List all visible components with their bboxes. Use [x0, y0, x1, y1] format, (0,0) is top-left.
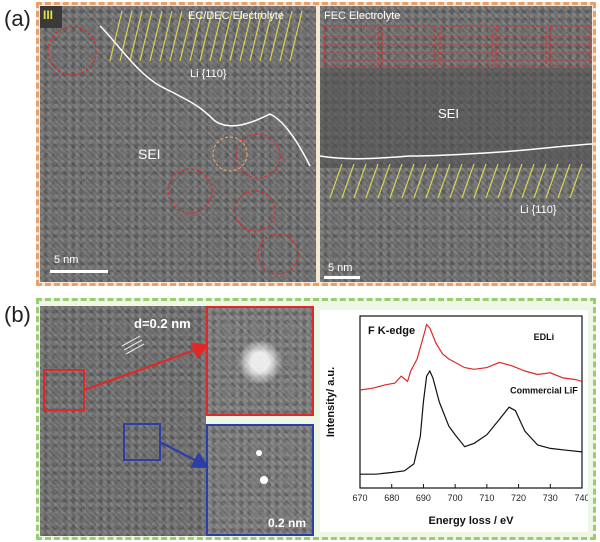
left-sei-label: SEI — [138, 146, 161, 162]
red-dashed-boxes — [323, 25, 591, 67]
inset-scale-label: 0.2 nm — [268, 516, 307, 530]
panel-b-image: d=0.2 nm — [40, 306, 206, 536]
right-scale-label: 5 nm — [328, 262, 353, 274]
x-axis-title: Energy loss / eV — [429, 515, 515, 527]
x-tick-label: 700 — [448, 493, 463, 503]
interface-curve — [99, 25, 311, 167]
x-tick-label: 690 — [416, 493, 431, 503]
diffraction-spot — [256, 450, 262, 456]
x-tick-label: 680 — [384, 493, 399, 503]
left-scale-bar — [50, 270, 108, 273]
panel-a-left-overlay — [47, 10, 311, 275]
right-electrolyte-label: FEC Electrolyte — [324, 10, 401, 22]
corner-mark: III — [43, 8, 54, 22]
right-sei-label: SEI — [438, 106, 459, 121]
series-line-2 — [360, 369, 583, 475]
x-tick-label: 720 — [511, 493, 526, 503]
red-arrow — [83, 342, 211, 392]
plot-frame — [359, 315, 583, 489]
diffraction-ring — [238, 340, 282, 384]
chart-title: F K-edge — [368, 325, 415, 337]
corner-mark-box — [40, 6, 62, 28]
series-line-1 — [359, 323, 583, 391]
panel-a-right-overlay — [320, 25, 592, 199]
panel-a-left-image: III EC/DEC Electrolyte Li {110} SEI 5 nm — [40, 6, 316, 282]
d-spacing-label: d=0.2 nm — [134, 316, 191, 331]
red-lattice-lines — [324, 35, 590, 61]
x-tick-label: 740 — [574, 493, 588, 503]
panel-b-letter: (b) — [4, 302, 31, 327]
x-tick-label: 670 — [352, 493, 367, 503]
series-label-1: EDLi — [534, 332, 555, 342]
nanocrystal-markers — [47, 26, 299, 275]
orange-marker — [212, 136, 248, 172]
sei-band — [320, 68, 592, 168]
eels-chart-svg: F K-edge Energy loss / eV Intensity/ a.u… — [325, 315, 590, 527]
right-lattice-label: Li {110} — [520, 204, 557, 216]
left-lattice-label: Li {110} — [190, 68, 227, 80]
panel-a-right-image: FEC Electrolyte SEI Li {110} 5 nm — [320, 6, 592, 282]
series-labels: EDLi Commercial LiF — [510, 332, 578, 395]
series-label-2: Commercial LiF — [510, 385, 578, 395]
left-electrolyte-label: EC/DEC Electrolyte — [188, 10, 284, 22]
panel-a-letter: (a) — [4, 6, 31, 31]
series-group — [359, 323, 583, 475]
blue-arrow — [159, 441, 210, 469]
x-tick-label: 710 — [479, 493, 494, 503]
y-axis-title: Intensity/ a.u. — [325, 367, 337, 437]
red-inset-fft — [206, 306, 314, 416]
eels-plot: F K-edge Energy loss / eV Intensity/ a.u… — [320, 310, 590, 532]
left-scale-label: 5 nm — [54, 254, 79, 266]
diffraction-spot — [260, 476, 268, 484]
x-tick-label: 730 — [543, 493, 558, 503]
right-interface-curve — [320, 143, 592, 160]
blue-inset-fft: 0.2 nm — [206, 424, 314, 536]
x-ticks: 670 680 690 700 710 720 730 740 — [352, 484, 590, 503]
right-lattice-hatch — [329, 163, 583, 199]
d-spacing-lines — [121, 335, 145, 355]
right-scale-bar — [324, 276, 360, 279]
lattice-hatch — [109, 10, 303, 62]
